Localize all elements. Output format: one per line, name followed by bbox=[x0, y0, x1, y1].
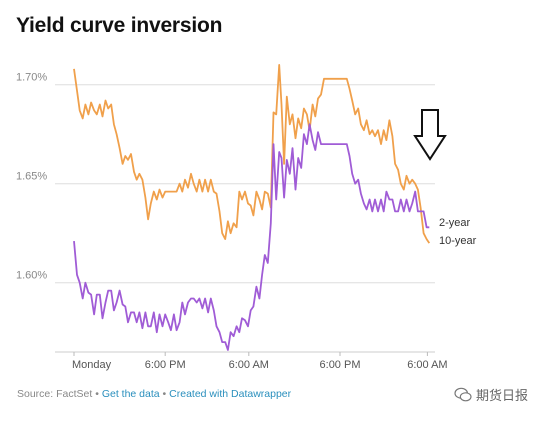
y-tick-label: 1.65% bbox=[16, 171, 47, 183]
x-tick-label: 6:00 AM bbox=[407, 359, 447, 371]
x-tick-label: 6:00 PM bbox=[145, 359, 186, 371]
watermark-text: 期货日报 bbox=[476, 388, 529, 403]
datawrapper-link[interactable]: Created with Datawrapper bbox=[169, 388, 292, 400]
series-label-10-year: 10-year bbox=[439, 235, 477, 247]
wechat-icon bbox=[454, 387, 472, 401]
series-label-2-year: 2-year bbox=[439, 217, 471, 229]
chart-title: Yield curve inversion bbox=[16, 14, 223, 37]
footer-separator: • bbox=[95, 388, 99, 400]
get-data-link[interactable]: Get the data bbox=[101, 388, 160, 400]
y-tick-label: 1.60% bbox=[16, 270, 47, 282]
source-label: Source: FactSet bbox=[17, 388, 93, 400]
down-arrow-icon bbox=[413, 109, 447, 161]
x-tick-label: Monday bbox=[72, 359, 112, 371]
series-line-10-year bbox=[73, 123, 430, 351]
x-tick-label: 6:00 PM bbox=[320, 359, 361, 371]
x-tick-label: 6:00 AM bbox=[229, 359, 269, 371]
footer: Source: FactSet • Get the data • Created… bbox=[17, 388, 291, 400]
y-tick-label: 1.70% bbox=[16, 72, 47, 84]
footer-separator: • bbox=[162, 388, 167, 400]
series-line-2-year bbox=[73, 64, 431, 244]
watermark: 期货日报 bbox=[454, 385, 528, 404]
